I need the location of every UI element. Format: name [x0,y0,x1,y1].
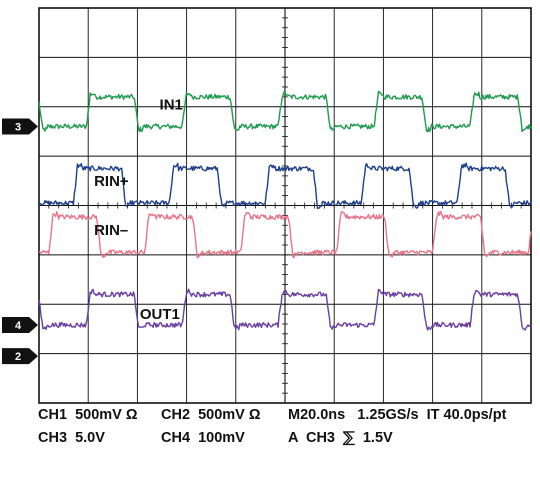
waveform-traces [38,90,532,331]
trace-label: RIN– [94,222,128,239]
channel-marker-4-icon [2,316,38,333]
ch4-setting: CH4 100mV [161,430,245,446]
trace-rin [39,210,532,259]
channel-marker-3-icon [2,118,38,135]
trace-label: OUT1 [140,306,180,323]
trace-out1 [38,288,532,331]
oscilloscope-display: IN1 RIN+ RIN– OUT1 3 4 2 [2,7,532,404]
trace-labels: IN1 RIN+ RIN– OUT1 [94,96,183,323]
ch1-setting: CH1 500mV Ω [38,407,138,423]
channel-marker-label: 4 [15,320,22,332]
trace-rin [38,162,532,210]
status-row-1: CH1 500mV Ω CH2 500mV Ω M20.0ns 1.25GS/s… [38,407,506,471]
channel-marker-label: 3 [15,122,21,134]
ch2-setting: CH2 500mV Ω [161,407,261,423]
trigger-setting: A CH3 ⅀ 1.5V [288,430,393,446]
trace-label: IN1 [160,96,183,113]
trace-label: RIN+ [94,173,129,190]
channel-marker-2-icon [2,348,38,365]
ch3-setting: CH3 5.0V [38,430,105,446]
graticule-grid [38,7,532,404]
timebase-setting: M20.0ns 1.25GS/s IT 40.0ps/pt [288,407,507,423]
status-row-2: CH3 5.0V CH4 100mV A CH3 ⅀ 1.5V [38,430,393,494]
channel-ground-markers: 3 4 2 [2,118,38,365]
trace-in1 [38,90,532,133]
channel-marker-label: 2 [15,351,21,363]
